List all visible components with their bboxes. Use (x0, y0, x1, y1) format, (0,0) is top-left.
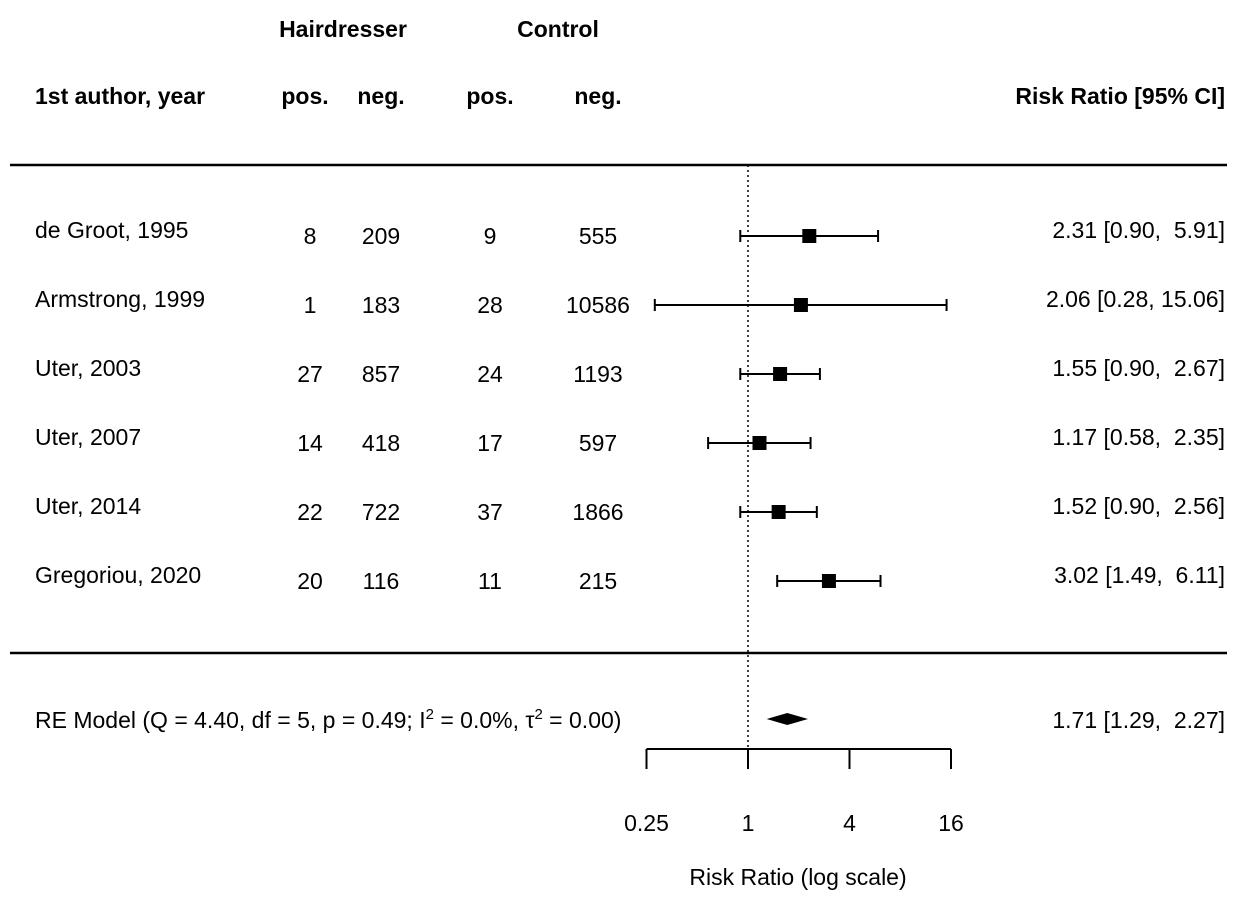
group1-header: Hairdresser (279, 16, 407, 42)
g1-pos-header: pos. (281, 83, 328, 109)
count-g1-pos: 22 (297, 499, 323, 525)
g2-neg-header: neg. (574, 83, 621, 109)
count-g1-pos: 14 (297, 430, 323, 456)
x-tick-label: 0.25 (624, 810, 669, 836)
point-estimate (821, 574, 836, 588)
x-axis-label: Risk Ratio (log scale) (689, 864, 906, 890)
study-row: Uter, 2014 22 722 37 1866 1.52 [0.90, 2.56] (35, 493, 1225, 525)
x-tick-label: 16 (938, 810, 964, 836)
group2-header: Control (517, 16, 599, 42)
count-g2-neg: 215 (579, 568, 617, 594)
study-row: Uter, 2003 27 857 24 1193 1.55 [0.90, 2.67] (35, 355, 1225, 387)
summary-label-part3: = 0.00) (543, 707, 622, 733)
count-g2-neg: 10586 (566, 292, 630, 318)
summary-label-part1: RE Model (Q = 4.40, df = 5, p = 0.49; I (35, 707, 426, 733)
count-g1-pos: 27 (297, 361, 323, 387)
study-label: de Groot, 1995 (35, 217, 188, 243)
point-estimate (771, 505, 786, 519)
count-g1-pos: 20 (297, 568, 323, 594)
count-g2-neg: 555 (579, 223, 617, 249)
study-label: Uter, 2003 (35, 355, 141, 381)
summary-label-part2: = 0.0%, τ (434, 707, 535, 733)
count-g2-neg: 597 (579, 430, 617, 456)
count-g1-neg: 209 (362, 223, 400, 249)
summary-sup2: 2 (534, 706, 542, 723)
count-g1-neg: 116 (363, 568, 400, 594)
study-label: Gregoriou, 2020 (35, 562, 201, 588)
x-tick-label: 4 (843, 810, 856, 836)
g2-pos-header: pos. (466, 83, 513, 109)
ci-text: 1.17 [0.58, 2.35] (1052, 424, 1225, 450)
count-g1-neg: 857 (362, 361, 400, 387)
point-estimate (773, 367, 788, 381)
x-tick-label: 1 (742, 810, 755, 836)
ci-text: 2.31 [0.90, 5.91] (1052, 217, 1225, 243)
count-g2-neg: 1193 (573, 361, 622, 387)
study-column-header: 1st author, year (35, 83, 205, 109)
study-row: Uter, 2007 14 418 17 597 1.17 [0.58, 2.35] (35, 424, 1225, 456)
point-estimate (793, 298, 808, 312)
study-rows: de Groot, 1995 8 209 9 555 2.31 [0.90, 5.91] A… (35, 217, 1225, 594)
study-row: Gregoriou, 2020 20 116 11 215 3.02 [1.49, 6.1… (35, 562, 1225, 594)
count-g1-neg: 418 (362, 430, 400, 456)
g1-neg-header: neg. (357, 83, 404, 109)
study-label: Armstrong, 1999 (35, 286, 205, 312)
count-g2-neg: 1866 (572, 499, 623, 525)
summary-sup1: 2 (426, 706, 434, 723)
study-label: Uter, 2007 (35, 424, 141, 450)
study-row: de Groot, 1995 8 209 9 555 2.31 [0.90, 5.91] (35, 217, 1225, 249)
study-row: Armstrong, 1999 1 183 28 10586 2.06 [0.28, 15… (35, 286, 1225, 318)
count-g2-pos: 11 (478, 568, 502, 594)
count-g2-pos: 9 (484, 223, 497, 249)
summary-ci-text: 1.71 [1.29, 2.27] (1052, 707, 1225, 733)
count-g1-neg: 183 (362, 292, 400, 318)
ci-text: 1.52 [0.90, 2.56] (1052, 493, 1225, 519)
ci-text: 2.06 [0.28, 15.06] (1046, 286, 1225, 312)
count-g1-neg: 722 (362, 499, 400, 525)
summary-label: RE Model (Q = 4.40, df = 5, p = 0.49; I2… (35, 706, 621, 733)
effect-column-header: Risk Ratio [95% CI] (1015, 83, 1225, 109)
count-g1-pos: 1 (304, 292, 317, 318)
count-g1-pos: 8 (304, 223, 317, 249)
count-g2-pos: 24 (477, 361, 503, 387)
ci-text: 3.02 [1.49, 6.11] (1054, 562, 1225, 588)
point-estimate (752, 436, 767, 450)
study-label: Uter, 2014 (35, 493, 141, 519)
ci-text: 1.55 [0.90, 2.67] (1052, 355, 1225, 381)
count-g2-pos: 28 (477, 292, 503, 318)
count-g2-pos: 17 (477, 430, 503, 456)
point-estimate (802, 229, 817, 243)
x-axis: 0.25 1 4 16 (624, 748, 964, 836)
count-g2-pos: 37 (477, 499, 503, 525)
summary-diamond (766, 713, 809, 725)
